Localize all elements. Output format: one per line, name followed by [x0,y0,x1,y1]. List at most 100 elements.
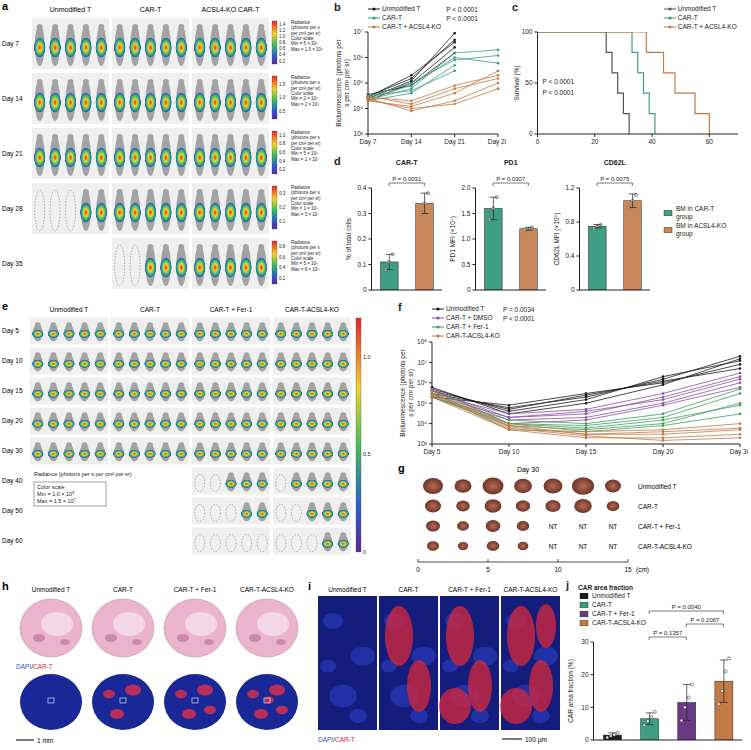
svg-text:1.5: 1.5 [279,82,286,87]
svg-text:CAR-T: CAR-T [638,503,658,510]
svg-text:(photons per s: (photons per s [291,190,321,195]
svg-text:20: 20 [581,671,589,678]
svg-text:Unmodified T: Unmodified T [328,586,367,593]
svg-text:Day 15: Day 15 [2,387,23,395]
svg-text:Day 10: Day 10 [499,448,520,456]
svg-text:1.0: 1.0 [279,34,286,39]
svg-text:0.4: 0.4 [279,52,286,57]
svg-text:(photons per s: (photons per s [291,245,321,250]
svg-text:Max = 2 × 10⁶: Max = 2 × 10⁶ [291,102,319,107]
svg-text:0.6: 0.6 [279,46,286,51]
svg-text:Unmodified T: Unmodified T [32,586,71,593]
svg-text:0.8: 0.8 [279,244,286,249]
svg-text:Radiance: Radiance [291,240,311,245]
svg-text:Unmodified T: Unmodified T [50,6,92,13]
svg-text:0: 0 [585,736,589,743]
svg-text:(photons per s: (photons per s [291,80,321,85]
svg-text:1.2: 1.2 [565,184,574,191]
svg-text:h: h [2,580,9,592]
svg-text:P = 0.2067: P = 0.2067 [690,617,720,623]
svg-text:CAR-T: CAR-T [140,306,160,313]
svg-text:Max = 8 × 10⁶: Max = 8 × 10⁶ [291,267,319,272]
svg-text:Radiance (photons per s per cm: Radiance (photons per s per cm² per sr) [34,471,132,477]
svg-text:5: 5 [486,566,490,573]
svg-text:NT: NT [579,543,588,550]
svg-text:Color scale: Color scale [291,91,314,96]
svg-text:0.2: 0.2 [279,205,286,210]
svg-text:Day 14: Day 14 [401,138,422,146]
svg-text:Min = 1 × 10⁵: Min = 1 × 10⁵ [291,206,318,211]
svg-text:per cm² per sr): per cm² per sr) [291,31,321,36]
svg-text:PD1 MFI (×10⁴): PD1 MFI (×10⁴) [449,216,457,262]
svg-text:Day 28: Day 28 [2,205,23,213]
svg-text:Day 14: Day 14 [2,95,23,103]
svg-text:i: i [308,580,311,592]
svg-text:30: 30 [581,638,589,645]
svg-text:Min = 5 × 10⁵: Min = 5 × 10⁵ [291,41,318,46]
svg-text:Max = 3 × 10⁷: Max = 3 × 10⁷ [291,212,319,217]
svg-text:(photons per s: (photons per s [291,25,321,30]
svg-text:10⁴: 10⁴ [417,420,427,427]
svg-text:0.8: 0.8 [565,218,574,225]
svg-text:0.5: 0.5 [279,109,286,114]
svg-text:Max = 1.5 × 10⁷: Max = 1.5 × 10⁷ [37,498,76,504]
svg-text:CAR-T-ACSL4-KO: CAR-T-ACSL4-KO [638,543,692,550]
svg-text:CAR area fraction (%): CAR area fraction (%) [567,659,575,723]
svg-text:NT: NT [549,543,558,550]
svg-text:Day 21: Day 21 [444,138,465,146]
svg-text:% of total cells: % of total cells [345,217,352,260]
svg-text:Color scale: Color scale [291,201,314,206]
svg-text:CAR-T: CAR-T [399,586,419,593]
svg-text:e: e [2,300,8,312]
svg-text:0.1: 0.1 [357,261,366,268]
svg-text:Unmodified T: Unmodified T [638,483,677,490]
svg-text:Radiance: Radiance [291,130,311,135]
svg-text:Day 30: Day 30 [517,466,539,474]
svg-text:0.6: 0.6 [279,150,286,155]
svg-text:10³: 10³ [418,440,428,447]
svg-text:Day 20: Day 20 [653,448,674,456]
svg-text:0.3: 0.3 [357,210,366,217]
svg-text:Max = 1 × 10⁷: Max = 1 × 10⁷ [291,157,319,162]
svg-text:Day 10: Day 10 [2,357,23,365]
svg-text:10³: 10³ [354,130,364,137]
svg-text:10: 10 [554,566,562,573]
svg-text:Day 5: Day 5 [424,448,441,456]
svg-text:Day 21: Day 21 [2,150,23,158]
svg-text:Min = 5 × 10⁵: Min = 5 × 10⁵ [291,151,318,156]
svg-text:(cm): (cm) [636,566,649,574]
svg-text:1.2: 1.2 [279,28,286,33]
svg-text:CAR-T + Fer-1: CAR-T + Fer-1 [448,586,491,593]
svg-text:60: 60 [706,138,714,145]
svg-text:Max = 1.5 × 10⁶: Max = 1.5 × 10⁶ [291,47,323,52]
svg-text:0.2: 0.2 [357,235,366,242]
svg-text:1.0: 1.0 [279,133,286,138]
svg-text:0.8: 0.8 [279,40,286,45]
svg-text:1 mm: 1 mm [37,737,53,744]
svg-text:1.0: 1.0 [363,354,371,360]
svg-text:CAR-T-ACSL4-KO: CAR-T-ACSL4-KO [504,586,558,593]
svg-text:Min = 1.0 × 10⁵: Min = 1.0 × 10⁵ [37,491,74,497]
svg-text:Color scale: Color scale [291,146,314,151]
svg-text:0.2: 0.2 [279,276,286,281]
svg-text:0: 0 [363,286,367,293]
svg-text:CAR-T-ACSL4-KO: CAR-T-ACSL4-KO [285,306,339,313]
svg-text:10⁶: 10⁶ [353,54,363,61]
svg-text:0.5: 0.5 [461,261,470,268]
svg-text:Day 7: Day 7 [360,138,377,146]
svg-text:Day 28: Day 28 [488,138,506,146]
svg-text:10⁷: 10⁷ [417,359,427,366]
svg-text:Radiance: Radiance [291,20,311,25]
svg-text:Day 30: Day 30 [2,447,23,455]
svg-text:a: a [2,0,9,12]
svg-text:P = 0.0075: P = 0.0075 [600,176,630,182]
svg-text:P = 0.1357: P = 0.1357 [653,630,683,636]
svg-text:CAR-T + Fer-1: CAR-T + Fer-1 [174,586,217,593]
svg-text:100: 100 [522,28,533,35]
svg-text:0: 0 [467,286,471,293]
svg-text:10⁴: 10⁴ [353,105,363,112]
svg-text:Day 20: Day 20 [2,417,23,425]
svg-text:Min = 2 × 10⁵: Min = 2 × 10⁵ [291,96,318,101]
svg-text:per cm² per sr): per cm² per sr) [291,251,321,256]
svg-text:20: 20 [591,138,599,145]
